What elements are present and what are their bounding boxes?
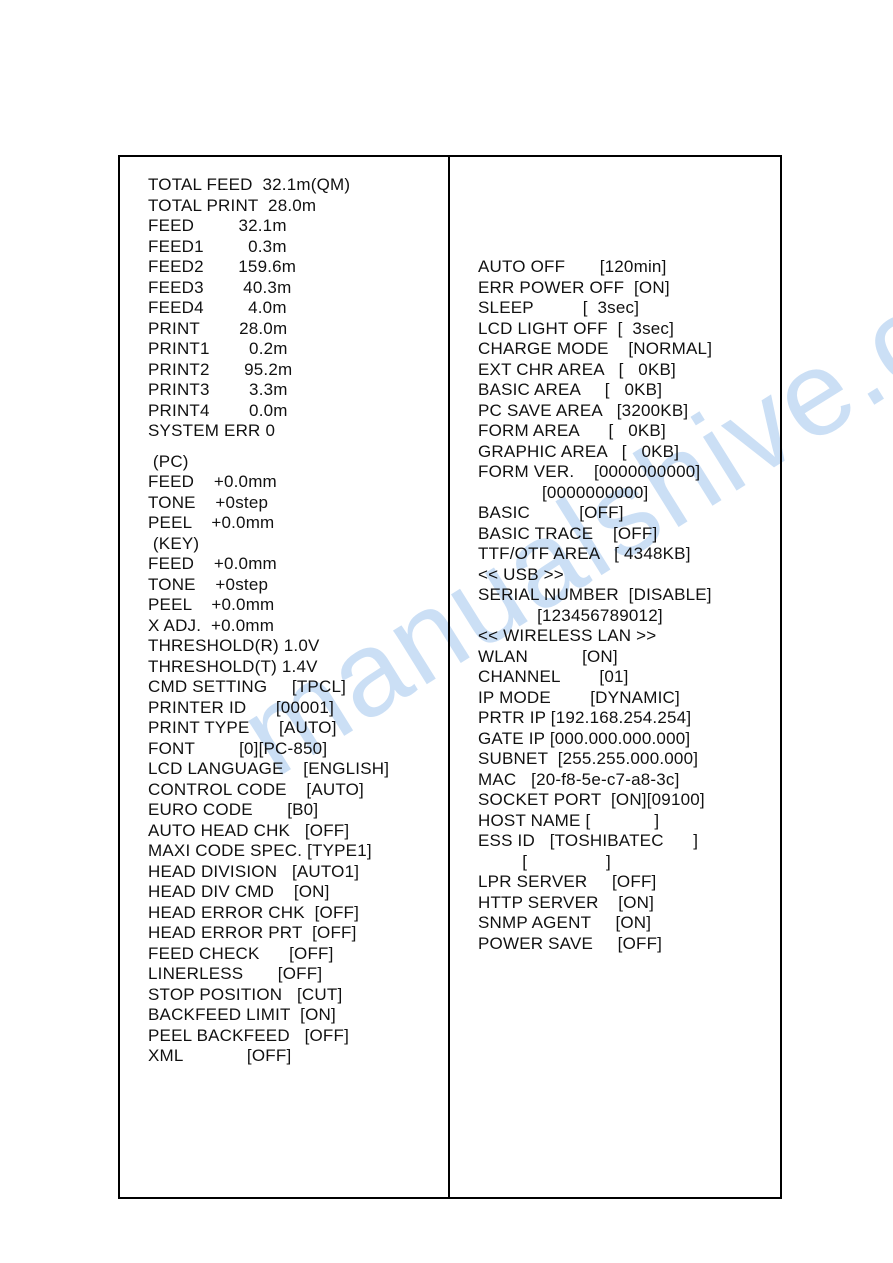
status-line: GRAPHIC AREA [ 0KB] [478, 442, 768, 463]
status-line: TONE +0step [148, 493, 436, 514]
status-line: AUTO HEAD CHK [OFF] [148, 821, 436, 842]
status-line: CHARGE MODE [NORMAL] [478, 339, 768, 360]
status-line: FEED3 40.3m [148, 278, 436, 299]
status-line: FEED CHECK [OFF] [148, 944, 436, 965]
status-line: PRINT1 0.2m [148, 339, 436, 360]
status-line: HEAD ERROR PRT [OFF] [148, 923, 436, 944]
status-line: HEAD DIV CMD [ON] [148, 882, 436, 903]
status-line: THRESHOLD(R) 1.0V [148, 636, 436, 657]
status-line: PRINTER ID [00001] [148, 698, 436, 719]
status-line: FEED +0.0mm [148, 472, 436, 493]
left-column: TOTAL FEED 32.1m(QM)TOTAL PRINT 28.0mFEE… [120, 157, 450, 1197]
status-line: TOTAL PRINT 28.0m [148, 196, 436, 217]
status-line: THRESHOLD(T) 1.4V [148, 657, 436, 678]
status-line: ERR POWER OFF [ON] [478, 278, 768, 299]
status-line: FEED 32.1m [148, 216, 436, 237]
status-line: BACKFEED LIMIT [ON] [148, 1005, 436, 1026]
status-line: SNMP AGENT [ON] [478, 913, 768, 934]
status-line: PRINT TYPE [AUTO] [148, 718, 436, 739]
right-column: AUTO OFF [120min] ERR POWER OFF [ON] SLE… [450, 157, 780, 1197]
status-line: LCD LANGUAGE [ENGLISH] [148, 759, 436, 780]
status-line: PRINT 28.0m [148, 319, 436, 340]
status-line: [0000000000] [478, 483, 768, 504]
status-line: LCD LIGHT OFF [ 3sec] [478, 319, 768, 340]
status-line: [123456789012] [478, 606, 768, 627]
status-line: MAC [20-f8-5e-c7-a8-3c] [478, 770, 768, 791]
status-line: (PC) [148, 452, 436, 473]
status-line: POWER SAVE [OFF] [478, 934, 768, 955]
status-line: HOST NAME [ ] [478, 811, 768, 832]
status-line: PC SAVE AREA [3200KB] [478, 401, 768, 422]
status-line: TOTAL FEED 32.1m(QM) [148, 175, 436, 196]
status-line: PEEL +0.0mm [148, 595, 436, 616]
status-line: << USB >> [478, 565, 768, 586]
status-line: HEAD DIVISION [AUTO1] [148, 862, 436, 883]
status-line: FORM AREA [ 0KB] [478, 421, 768, 442]
status-line: WLAN [ON] [478, 647, 768, 668]
status-line: SOCKET PORT [ON][09100] [478, 790, 768, 811]
status-line: CHANNEL [01] [478, 667, 768, 688]
status-line: AUTO OFF [120min] [478, 257, 768, 278]
status-line: SERIAL NUMBER [DISABLE] [478, 585, 768, 606]
printer-status-printout: TOTAL FEED 32.1m(QM)TOTAL PRINT 28.0mFEE… [118, 155, 782, 1199]
status-line: FEED4 4.0m [148, 298, 436, 319]
status-line: PEEL +0.0mm [148, 513, 436, 534]
status-line: SUBNET [255.255.000.000] [478, 749, 768, 770]
status-line: SLEEP [ 3sec] [478, 298, 768, 319]
status-line: HEAD ERROR CHK [OFF] [148, 903, 436, 924]
status-line: CMD SETTING [TPCL] [148, 677, 436, 698]
status-line: BASIC [OFF] [478, 503, 768, 524]
status-line: STOP POSITION [CUT] [148, 985, 436, 1006]
status-line: << WIRELESS LAN >> [478, 626, 768, 647]
status-line: PRINT2 95.2m [148, 360, 436, 381]
status-line: [ ] [478, 852, 768, 873]
status-line: PEEL BACKFEED [OFF] [148, 1026, 436, 1047]
status-line: TONE +0step [148, 575, 436, 596]
status-line: BASIC AREA [ 0KB] [478, 380, 768, 401]
status-line: EURO CODE [B0] [148, 800, 436, 821]
status-line: XML [OFF] [148, 1046, 436, 1067]
status-line: MAXI CODE SPEC. [TYPE1] [148, 841, 436, 862]
status-line: SYSTEM ERR 0 [148, 421, 436, 442]
status-line: GATE IP [000.000.000.000] [478, 729, 768, 750]
status-line: LPR SERVER [OFF] [478, 872, 768, 893]
status-line: LINERLESS [OFF] [148, 964, 436, 985]
status-line: IP MODE [DYNAMIC] [478, 688, 768, 709]
status-line: ESS ID [TOSHIBATEC ] [478, 831, 768, 852]
status-line: (KEY) [148, 534, 436, 555]
status-line: PRINT3 3.3m [148, 380, 436, 401]
status-line: EXT CHR AREA [ 0KB] [478, 360, 768, 381]
status-line: PRINT4 0.0m [148, 401, 436, 422]
status-line: CONTROL CODE [AUTO] [148, 780, 436, 801]
status-line: FEED +0.0mm [148, 554, 436, 575]
status-line: PRTR IP [192.168.254.254] [478, 708, 768, 729]
status-line: X ADJ. +0.0mm [148, 616, 436, 637]
status-line: FEED1 0.3m [148, 237, 436, 258]
status-line: HTTP SERVER [ON] [478, 893, 768, 914]
status-line: TTF/OTF AREA [ 4348KB] [478, 544, 768, 565]
status-line: FONT [0][PC-850] [148, 739, 436, 760]
status-line: FORM VER. [0000000000] [478, 462, 768, 483]
status-line: FEED2 159.6m [148, 257, 436, 278]
status-line: BASIC TRACE [OFF] [478, 524, 768, 545]
